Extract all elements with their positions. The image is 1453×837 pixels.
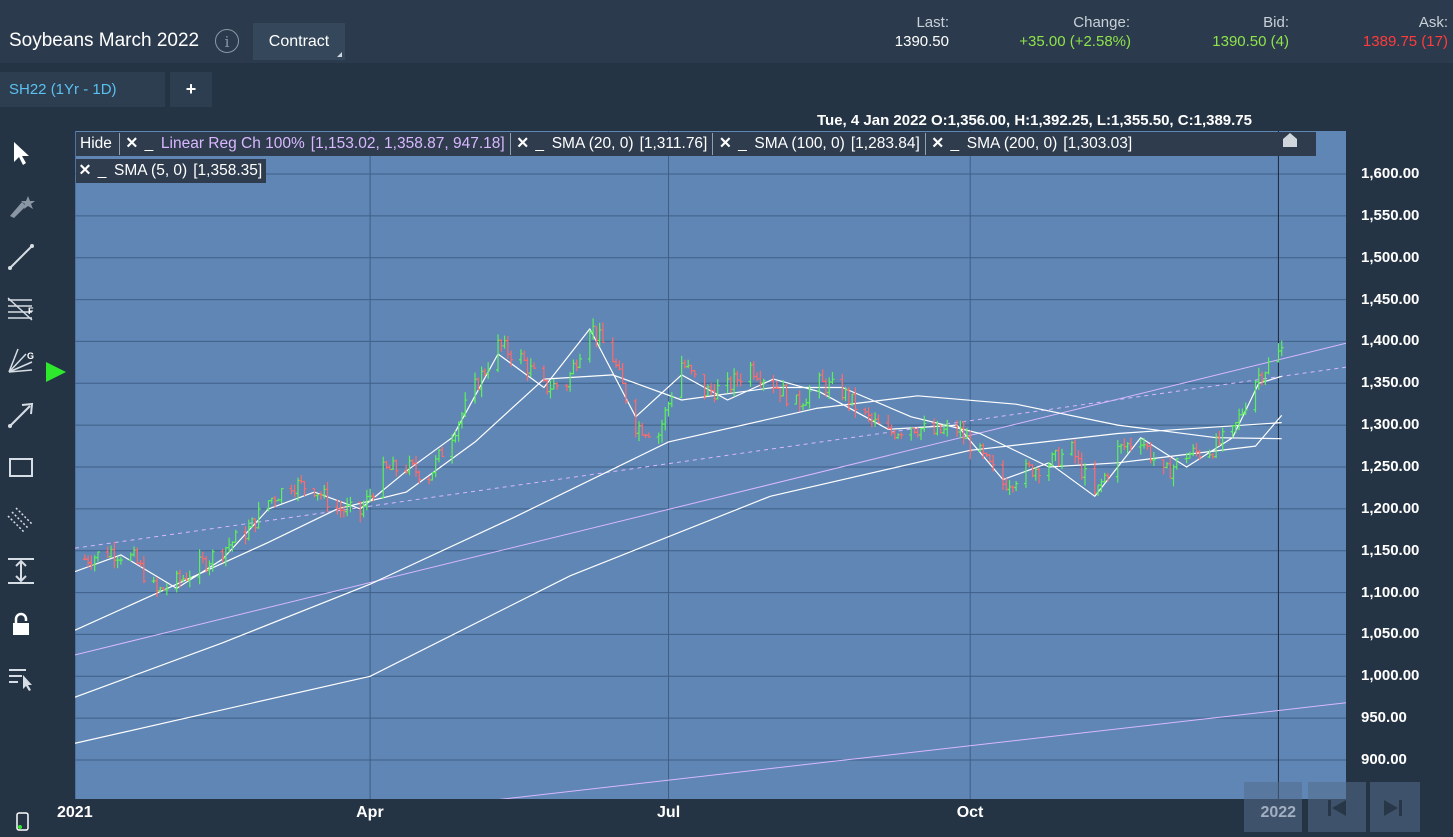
chart-header: Soybeans March 2022 i Contract Last: 139… — [0, 0, 1453, 63]
sma200-line — [75, 422, 1282, 744]
line-icon[interactable] — [6, 242, 36, 272]
ask-label: Ask: — [1418, 14, 1448, 31]
instrument-title: Soybeans March 2022 — [9, 30, 200, 51]
y-tick-label: 1,250.00 — [1361, 458, 1420, 475]
sma200-value: [1,303.03] — [1063, 135, 1133, 152]
svg-text:G: G — [27, 351, 34, 361]
sma100-name[interactable]: SMA (100, 0) — [754, 135, 845, 152]
crosshair-marker-icon[interactable] — [1280, 131, 1300, 149]
x-tick-label: Apr — [356, 804, 384, 821]
sma5-line — [75, 328, 1282, 589]
channel-icon[interactable] — [6, 504, 36, 534]
sma20-line — [75, 374, 1283, 631]
x-tick-label: Jul — [657, 804, 681, 821]
x-tick-label: 2021 — [57, 804, 93, 821]
y-tick-label: 1,100.00 — [1361, 583, 1420, 601]
phone-icon[interactable] — [11, 810, 33, 832]
y-tick-label: 1,600.00 — [1361, 165, 1420, 182]
svg-text:F: F — [28, 306, 34, 316]
linreg-upper-line — [75, 342, 1346, 656]
linreg-values: [1,153.02, 1,358.87, 947.18] — [310, 135, 505, 152]
separator — [509, 133, 511, 155]
y-tick-label: 1,400.00 — [1361, 332, 1420, 350]
zoom-button[interactable] — [1244, 782, 1302, 832]
tab-sh22[interactable]: SH22 (1Yr - 1D) — [0, 72, 165, 107]
pen-star-icon[interactable] — [6, 190, 36, 220]
change-value: +35.00 (+2.58%) — [1019, 33, 1131, 50]
last-label: Last: — [916, 14, 949, 31]
minimize-linreg-icon[interactable]: _ — [144, 135, 154, 152]
pointer-icon[interactable] — [6, 138, 36, 168]
rectangle-icon[interactable] — [6, 452, 36, 482]
y-tick-label: 1,000.00 — [1361, 667, 1420, 685]
minimize-sma100-icon[interactable]: _ — [738, 135, 747, 152]
gann-icon[interactable]: G — [6, 346, 36, 376]
minimize-sma5-icon[interactable]: _ — [97, 162, 107, 179]
sma100-value: [1,283.84] — [850, 135, 920, 152]
lock-icon[interactable] — [6, 610, 36, 640]
last-value: 1390.50 — [894, 33, 949, 50]
remove-sma100-icon[interactable]: ✕ — [718, 135, 732, 152]
info-icon[interactable]: i — [215, 29, 239, 53]
separator — [924, 133, 926, 155]
y-tick-label: 900.00 — [1361, 751, 1407, 768]
contract-button[interactable]: Contract — [253, 23, 345, 60]
remove-sma5-icon[interactable]: ✕ — [78, 162, 92, 179]
sma200-name[interactable]: SMA (200, 0) — [966, 135, 1058, 152]
y-tick-label: 950.00 — [1361, 709, 1407, 727]
y-tick-label: 1,150.00 — [1361, 541, 1420, 559]
separator — [712, 133, 714, 155]
scroll-end-button[interactable] — [1370, 782, 1420, 832]
remove-sma200-icon[interactable]: ✕ — [931, 135, 945, 152]
skip-back-icon — [1328, 800, 1346, 816]
sma20-name[interactable]: SMA (20, 0) — [551, 135, 634, 152]
ohlc-readout: Tue, 4 Jan 2022 O:1,356.00, H:1,392.25, … — [817, 112, 1252, 129]
minimize-sma200-icon[interactable]: _ — [950, 135, 960, 152]
play-marker-icon[interactable] — [46, 362, 66, 382]
indicator-legend: Hide ✕ _ Linear Reg Ch 100% [1,153.02, 1… — [76, 132, 1316, 156]
y-tick-label: 1,050.00 — [1361, 625, 1420, 643]
sma20-value: [1,311.76] — [639, 135, 708, 152]
tab-bar — [0, 63, 1453, 115]
minimize-sma20-icon[interactable]: _ — [535, 135, 545, 152]
arrow-line-icon[interactable] — [6, 400, 36, 430]
contract-button-label: Contract — [268, 33, 330, 50]
remove-linreg-icon[interactable]: ✕ — [125, 135, 139, 152]
sma5-value: [1,358.35] — [193, 162, 263, 179]
fib-icon[interactable]: F — [6, 294, 36, 324]
sma100-line — [75, 395, 1282, 698]
plot-area[interactable] — [75, 131, 1346, 799]
ask-value: 1389.75 (17) — [1362, 33, 1448, 50]
linreg-mid-line — [75, 366, 1346, 549]
separator — [118, 133, 120, 155]
y-tick-label: 1,300.00 — [1361, 416, 1420, 434]
sma5-name[interactable]: SMA (5, 0) — [114, 162, 188, 179]
price-chart[interactable] — [75, 131, 1346, 799]
dropdown-corner-icon — [337, 52, 342, 57]
bid-label: Bid: — [1263, 14, 1289, 31]
add-tab-button[interactable]: + — [170, 72, 212, 107]
linreg-name[interactable]: Linear Reg Ch 100% — [160, 135, 305, 152]
linreg-lower-line — [498, 702, 1346, 799]
vertical-measure-icon[interactable] — [6, 556, 36, 586]
bid-value: 1390.50 (4) — [1212, 33, 1289, 50]
menu-pointer-icon[interactable] — [6, 662, 36, 692]
x-tick-label: Oct — [956, 804, 984, 821]
remove-sma20-icon[interactable]: ✕ — [516, 135, 530, 152]
skip-forward-icon — [1384, 800, 1402, 816]
hide-button[interactable]: Hide — [80, 135, 112, 152]
y-tick-label: 1,500.00 — [1361, 248, 1420, 266]
change-label: Change: — [1073, 14, 1130, 31]
y-tick-label: 1,350.00 — [1361, 374, 1420, 392]
indicator-legend-row2: ✕ _ SMA (5, 0) [1,358.35] — [76, 159, 267, 183]
scroll-start-button[interactable] — [1308, 782, 1366, 832]
y-tick-label: 1,550.00 — [1361, 206, 1420, 224]
y-tick-label: 1,450.00 — [1361, 290, 1420, 308]
y-tick-label: 1,200.00 — [1361, 499, 1420, 517]
